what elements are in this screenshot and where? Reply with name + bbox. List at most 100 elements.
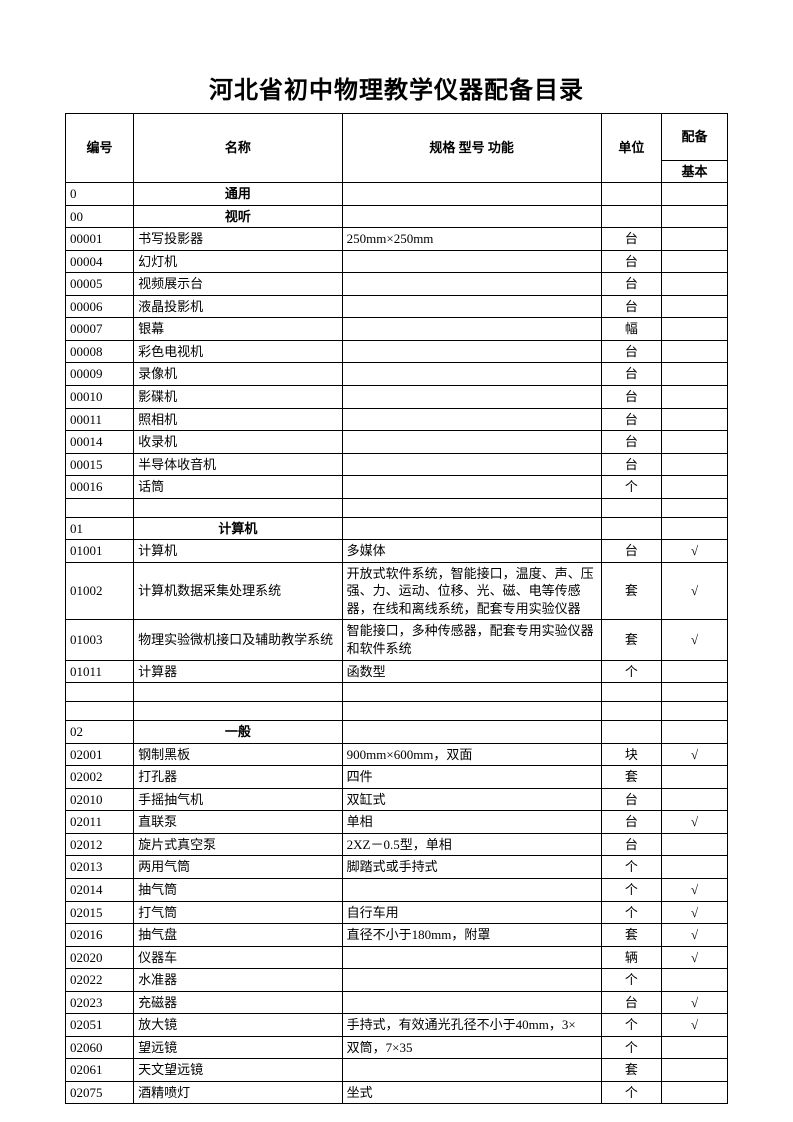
cell-equip (662, 228, 728, 251)
empty-cell (134, 702, 343, 721)
cell-equip: √ (662, 1014, 728, 1037)
empty-cell (342, 721, 601, 744)
cell-equip: √ (662, 946, 728, 969)
cell-equip (662, 363, 728, 386)
table-row: 00007银幕幅 (66, 318, 728, 341)
cell-name: 天文望远镜 (134, 1059, 343, 1082)
empty-cell (342, 683, 601, 702)
cell-spec: 开放式软件系统，智能接口，温度、声、压强、力、运动、位移、光、磁、电等传感器，在… (342, 562, 601, 620)
cell-name: 计算器 (134, 660, 343, 683)
cell-name: 抽气盘 (134, 924, 343, 947)
cell-spec (342, 408, 601, 431)
empty-cell (342, 498, 601, 517)
empty-cell (662, 498, 728, 517)
table-row: 00010影碟机台 (66, 386, 728, 409)
cell-unit: 台 (601, 431, 661, 454)
cell-id: 00005 (66, 273, 134, 296)
cell-equip: √ (662, 878, 728, 901)
cell-name: 打孔器 (134, 766, 343, 789)
cell-id: 02015 (66, 901, 134, 924)
cell-id: 02 (66, 721, 134, 744)
empty-cell (601, 683, 661, 702)
cell-spec: 坐式 (342, 1081, 601, 1104)
cell-id: 01003 (66, 620, 134, 660)
cell-name: 影碟机 (134, 386, 343, 409)
cell-equip (662, 273, 728, 296)
table-row: 02010手摇抽气机双缸式台 (66, 788, 728, 811)
empty-cell (66, 683, 134, 702)
cell-unit: 套 (601, 924, 661, 947)
cell-id: 00016 (66, 476, 134, 499)
cell-unit: 台 (601, 453, 661, 476)
cell-id: 01002 (66, 562, 134, 620)
table-row: 00004幻灯机台 (66, 250, 728, 273)
cell-spec: 双筒，7×35 (342, 1036, 601, 1059)
cell-equip (662, 340, 728, 363)
cell-id: 02051 (66, 1014, 134, 1037)
cell-unit: 辆 (601, 946, 661, 969)
empty-cell (662, 702, 728, 721)
cell-name: 放大镜 (134, 1014, 343, 1037)
cell-equip (662, 833, 728, 856)
cell-equip (662, 453, 728, 476)
cell-spec: 四件 (342, 766, 601, 789)
cell-id: 01001 (66, 540, 134, 563)
cell-unit: 套 (601, 620, 661, 660)
cell-name: 两用气筒 (134, 856, 343, 879)
cell-equip (662, 318, 728, 341)
cell-name: 望远镜 (134, 1036, 343, 1059)
cell-id: 02012 (66, 833, 134, 856)
cell-equip (662, 788, 728, 811)
cell-equip (662, 766, 728, 789)
cell-section-name: 计算机 (134, 517, 343, 540)
cell-spec (342, 386, 601, 409)
cell-name: 钢制黑板 (134, 743, 343, 766)
table-row: 01计算机 (66, 517, 728, 540)
empty-cell (601, 498, 661, 517)
table-row: 02013两用气筒脚踏式或手持式个 (66, 856, 728, 879)
cell-unit: 台 (601, 273, 661, 296)
cell-equip: √ (662, 901, 728, 924)
cell-name: 话筒 (134, 476, 343, 499)
cell-spec: 脚踏式或手持式 (342, 856, 601, 879)
cell-id: 00011 (66, 408, 134, 431)
cell-name: 充磁器 (134, 991, 343, 1014)
cell-equip: √ (662, 540, 728, 563)
cell-name: 手摇抽气机 (134, 788, 343, 811)
cell-equip (662, 250, 728, 273)
cell-name: 酒精喷灯 (134, 1081, 343, 1104)
empty-cell (601, 517, 661, 540)
cell-id: 00009 (66, 363, 134, 386)
cell-unit: 台 (601, 228, 661, 251)
cell-id: 02060 (66, 1036, 134, 1059)
table-row: 02011直联泵单相台√ (66, 811, 728, 834)
table-row: 00016话筒个 (66, 476, 728, 499)
cell-id: 02020 (66, 946, 134, 969)
cell-unit: 套 (601, 562, 661, 620)
cell-name: 仪器车 (134, 946, 343, 969)
cell-equip (662, 660, 728, 683)
cell-spec (342, 363, 601, 386)
cell-equip (662, 386, 728, 409)
cell-equip (662, 431, 728, 454)
table-row: 02061天文望远镜套 (66, 1059, 728, 1082)
cell-id: 02013 (66, 856, 134, 879)
table-row: 00006液晶投影机台 (66, 295, 728, 318)
cell-equip (662, 1059, 728, 1082)
cell-name: 旋片式真空泵 (134, 833, 343, 856)
cell-id: 02023 (66, 991, 134, 1014)
table-row: 00009录像机台 (66, 363, 728, 386)
col-header-id: 编号 (66, 114, 134, 183)
cell-equip: √ (662, 924, 728, 947)
col-header-name: 名称 (134, 114, 343, 183)
empty-cell (601, 721, 661, 744)
table-row: 02015打气筒自行车用个√ (66, 901, 728, 924)
col-header-spec: 规格 型号 功能 (342, 114, 601, 183)
cell-unit: 套 (601, 766, 661, 789)
cell-spec (342, 946, 601, 969)
cell-unit: 台 (601, 363, 661, 386)
cell-id: 01011 (66, 660, 134, 683)
empty-cell (662, 721, 728, 744)
table-row: 01003物理实验微机接口及辅助教学系统智能接口，多种传感器，配套专用实验仪器和… (66, 620, 728, 660)
cell-name: 物理实验微机接口及辅助教学系统 (134, 620, 343, 660)
